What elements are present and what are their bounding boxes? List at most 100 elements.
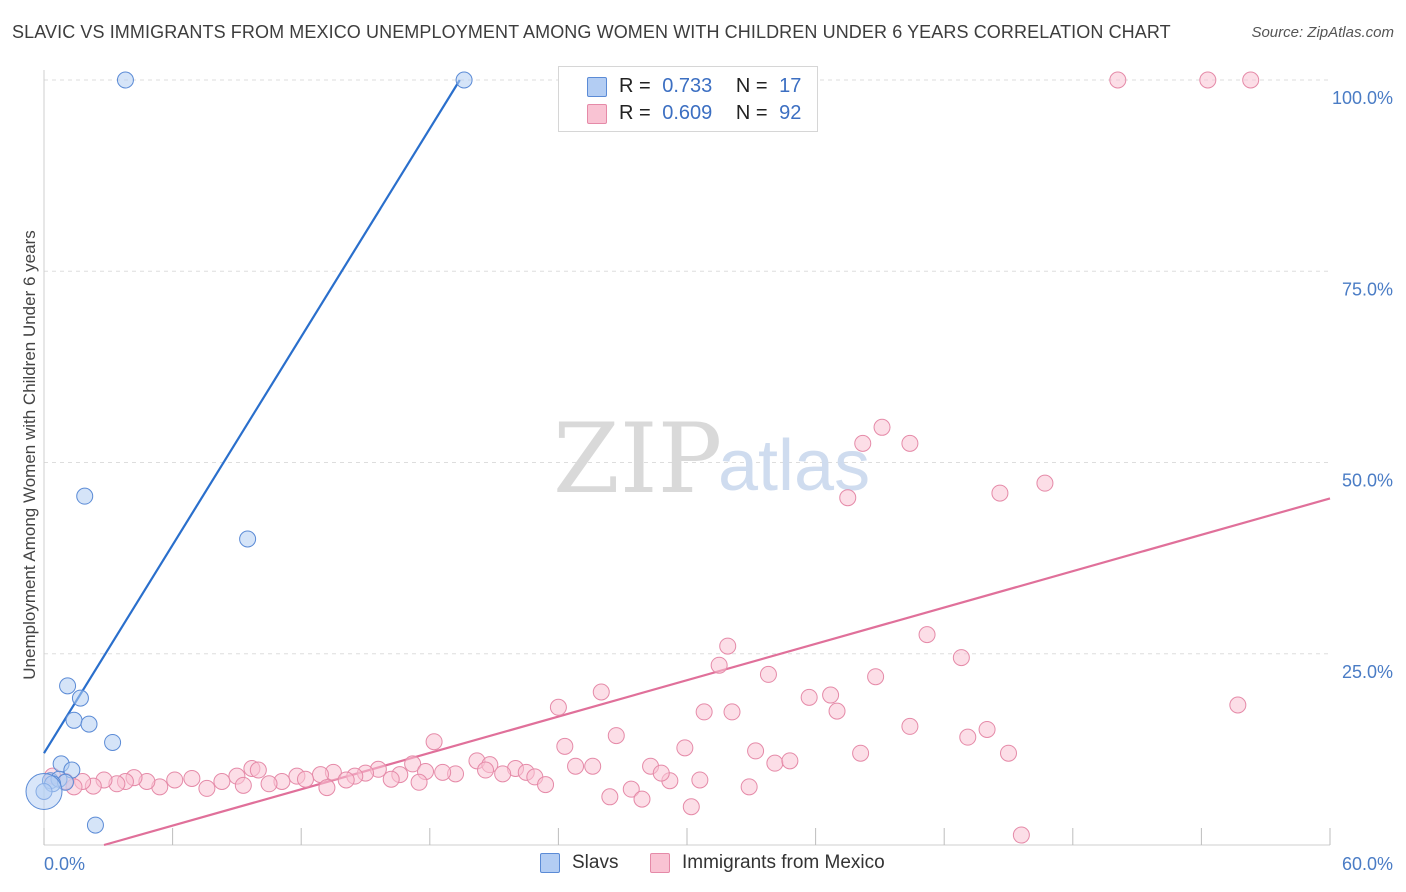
bottom-legend-label-mexico: Immigrants from Mexico <box>682 852 885 873</box>
point-mexico <box>1036 474 1054 492</box>
legend-r-value-mexico: 0.609 <box>662 102 713 124</box>
y-tick-label: 100.0% <box>1332 88 1393 108</box>
legend-r-value-slavs: 0.733 <box>662 75 713 97</box>
legend-r-label: R = <box>619 102 651 124</box>
x-tick-label: 0.0% <box>44 854 85 874</box>
point-mexico <box>477 761 495 779</box>
point-slavs <box>239 530 257 548</box>
point-mexico <box>759 665 777 683</box>
point-mexico <box>434 763 452 781</box>
point-mexico <box>296 770 314 788</box>
point-mexico <box>549 698 567 716</box>
x-tick-label: 60.0% <box>1342 854 1393 874</box>
legend-swatch-slavs <box>587 77 607 97</box>
point-mexico <box>622 780 640 798</box>
legend-n-value-slavs: 17 <box>779 75 802 97</box>
y-tick-label: 25.0% <box>1342 662 1393 682</box>
point-mexico <box>991 484 1009 502</box>
point-mexico <box>584 757 602 775</box>
point-mexico <box>410 773 428 791</box>
point-mexico <box>537 776 555 794</box>
y-tick-label: 75.0% <box>1342 279 1393 299</box>
point-mexico <box>839 489 857 507</box>
point-mexico <box>166 771 184 789</box>
point-slavs <box>80 715 98 733</box>
point-slavs-cluster <box>25 772 63 810</box>
point-mexico <box>867 668 885 686</box>
point-mexico <box>828 702 846 720</box>
point-mexico <box>952 649 970 667</box>
point-mexico <box>556 737 574 755</box>
watermark-zip: ZIP <box>553 403 722 515</box>
point-mexico <box>747 742 765 760</box>
point-mexico <box>198 779 216 797</box>
point-mexico <box>1000 744 1017 762</box>
point-mexico <box>234 776 252 794</box>
chart-title: SLAVIC VS IMMIGRANTS FROM MEXICO UNEMPLO… <box>12 22 1171 42</box>
point-mexico <box>800 688 818 706</box>
point-mexico <box>260 775 278 793</box>
legend-r-label: R = <box>619 75 651 97</box>
point-mexico <box>567 757 585 775</box>
point-mexico <box>1012 826 1030 844</box>
point-mexico <box>901 434 919 452</box>
point-mexico <box>682 798 700 816</box>
legend-swatch-mexico <box>587 104 607 124</box>
trendline-slavs <box>43 79 461 754</box>
point-mexico <box>740 778 758 796</box>
point-mexico <box>1199 71 1217 89</box>
point-mexico <box>676 739 694 757</box>
legend-n-value-mexico: 92 <box>779 102 802 124</box>
point-mexico <box>183 769 201 787</box>
legend: R = 0.733 N = 17 R = 0.609 N = 92 <box>558 66 818 132</box>
point-mexico <box>710 656 728 674</box>
point-mexico <box>1242 71 1260 89</box>
point-mexico <box>766 754 784 772</box>
point-slavs <box>116 71 134 89</box>
point-mexico <box>633 790 651 808</box>
point-mexico <box>652 764 670 782</box>
point-mexico <box>494 765 512 783</box>
point-slavs <box>455 71 473 89</box>
point-slavs <box>65 711 83 729</box>
point-mexico <box>959 728 977 746</box>
point-slavs <box>59 677 77 695</box>
y-tick-label: 50.0% <box>1342 471 1393 491</box>
point-mexico <box>695 703 713 721</box>
point-mexico <box>854 434 872 452</box>
points-layer <box>25 71 1260 844</box>
point-mexico <box>723 703 741 721</box>
point-mexico <box>337 771 355 789</box>
point-slavs <box>71 689 89 707</box>
source-label: Source: ZipAtlas.com <box>1251 24 1394 41</box>
point-mexico <box>607 727 625 745</box>
point-slavs <box>76 487 94 505</box>
point-mexico <box>601 788 619 806</box>
point-mexico <box>873 418 891 436</box>
point-mexico <box>318 779 336 797</box>
point-mexico <box>852 744 870 762</box>
y-axis-label: Unemployment Among Women with Children U… <box>20 230 39 679</box>
point-mexico <box>781 752 799 770</box>
point-mexico <box>918 626 936 644</box>
tick-layer: 100.0% 75.0% 50.0% 25.0% 0.0% 60.0% <box>44 88 1393 874</box>
point-mexico <box>822 686 840 704</box>
point-mexico <box>404 755 422 773</box>
point-mexico <box>382 770 400 788</box>
point-mexico <box>691 771 709 789</box>
point-mexico <box>901 717 919 735</box>
legend-n-label: N = <box>735 75 768 97</box>
point-mexico <box>213 773 231 791</box>
bottom-legend-label-slavs: Slavs <box>572 852 619 873</box>
point-mexico <box>425 733 443 751</box>
point-mexico <box>1229 696 1247 714</box>
bottom-legend-swatch-mexico <box>650 853 670 873</box>
point-mexico <box>719 637 737 655</box>
point-mexico <box>978 720 996 738</box>
point-mexico <box>249 761 267 779</box>
point-slavs <box>86 816 104 834</box>
point-slavs <box>104 733 122 751</box>
point-mexico <box>1109 71 1127 89</box>
point-mexico <box>592 683 610 701</box>
